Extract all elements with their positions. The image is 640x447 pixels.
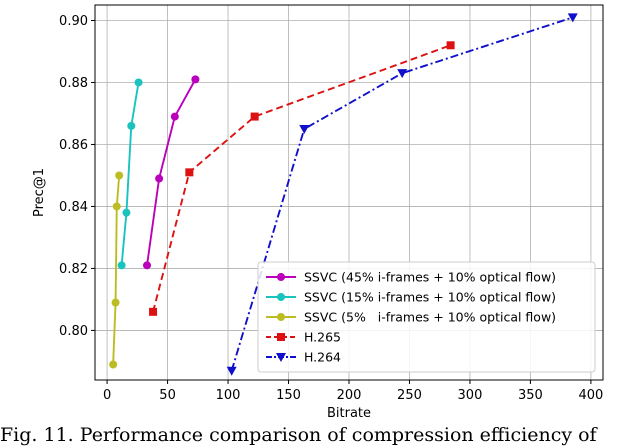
series-1-point <box>143 261 152 270</box>
legend: SSVC (45% i-frames + 10% optical flow) SS… <box>257 261 596 373</box>
series-layer <box>109 13 578 376</box>
series-4-line <box>152 44 451 313</box>
series-4-point <box>250 112 259 121</box>
x-tick-label: 0 <box>103 388 111 403</box>
y-axis-label: Prec@1 <box>32 168 47 217</box>
legend-label: H.265 <box>304 330 341 345</box>
legend-marker <box>277 333 285 341</box>
legend-item: H.264 <box>266 350 341 365</box>
series-5-point <box>567 13 578 23</box>
x-tick-label: 400 <box>578 388 603 403</box>
x-tick-label: 350 <box>518 388 543 403</box>
legend-marker <box>277 293 285 301</box>
series-2-point <box>122 208 131 217</box>
series-5-point <box>299 124 310 134</box>
legend-label: SSVC (15% i-frames + 10% optical flow) <box>304 290 556 305</box>
y-tick-label: 0.80 <box>59 324 88 339</box>
series-1-point <box>155 174 164 183</box>
chart: 0 50 100 150 200 250 300 350 400 0.80 0.82 0.84 0.86… <box>32 4 604 421</box>
series-5 <box>226 13 578 376</box>
figure-caption: Fig. 11. Performance comparison of compr… <box>0 424 597 446</box>
legend-marker <box>277 313 285 321</box>
x-tick-label: 50 <box>159 388 176 403</box>
legend-label: H.264 <box>304 350 341 365</box>
series-3-point <box>109 360 118 369</box>
x-tick-label: 300 <box>458 388 483 403</box>
axis-ticks: 0 50 100 150 200 250 300 350 400 0.80 0.82 0.84 0.86… <box>59 14 603 403</box>
series-2-point <box>134 78 143 87</box>
legend-label: SSVC (45% i-frames + 10% optical flow) <box>304 270 556 285</box>
x-tick-label: 100 <box>216 388 241 403</box>
series-3-point <box>112 202 121 211</box>
series-5-point <box>397 69 408 79</box>
legend-box <box>257 261 596 373</box>
series-3-line <box>112 175 121 365</box>
series-4-point <box>446 41 455 50</box>
y-tick-label: 0.86 <box>59 138 88 153</box>
y-tick-label: 0.82 <box>59 262 88 277</box>
x-tick-label: 250 <box>397 388 422 403</box>
series-5-line <box>230 16 574 371</box>
series-1 <box>143 75 200 270</box>
y-tick-label: 0.90 <box>59 14 88 29</box>
legend-item: SSVC (45% i-frames + 10% optical flow) <box>266 270 556 285</box>
series-1-line <box>146 78 197 266</box>
series-5-point <box>226 366 237 376</box>
legend-item: SSVC (15% i-frames + 10% optical flow) <box>266 290 556 305</box>
legend-label: SSVC (5% i-frames + 10% optical flow) <box>304 310 556 325</box>
y-tick-label: 0.88 <box>59 76 88 91</box>
series-4 <box>149 41 455 316</box>
legend-marker <box>276 353 286 362</box>
series-3-point <box>115 171 124 180</box>
y-tick-label: 0.84 <box>59 200 88 215</box>
series-3-point <box>111 298 120 307</box>
legend-item: H.265 <box>266 330 341 345</box>
x-tick-label: 150 <box>276 388 301 403</box>
x-tick-label: 200 <box>337 388 362 403</box>
series-2-point <box>117 261 126 270</box>
series-1-point <box>191 75 200 84</box>
series-2 <box>117 78 143 270</box>
legend-item: SSVC (5% i-frames + 10% optical flow) <box>266 310 556 325</box>
series-4-point <box>185 168 194 177</box>
series-1-point <box>170 112 179 121</box>
series-2-point <box>127 121 136 130</box>
legend-marker <box>277 273 285 281</box>
x-axis-label: Bitrate <box>327 406 371 421</box>
series-3 <box>109 171 124 369</box>
series-2-line <box>120 82 140 266</box>
series-4-point <box>149 307 158 316</box>
